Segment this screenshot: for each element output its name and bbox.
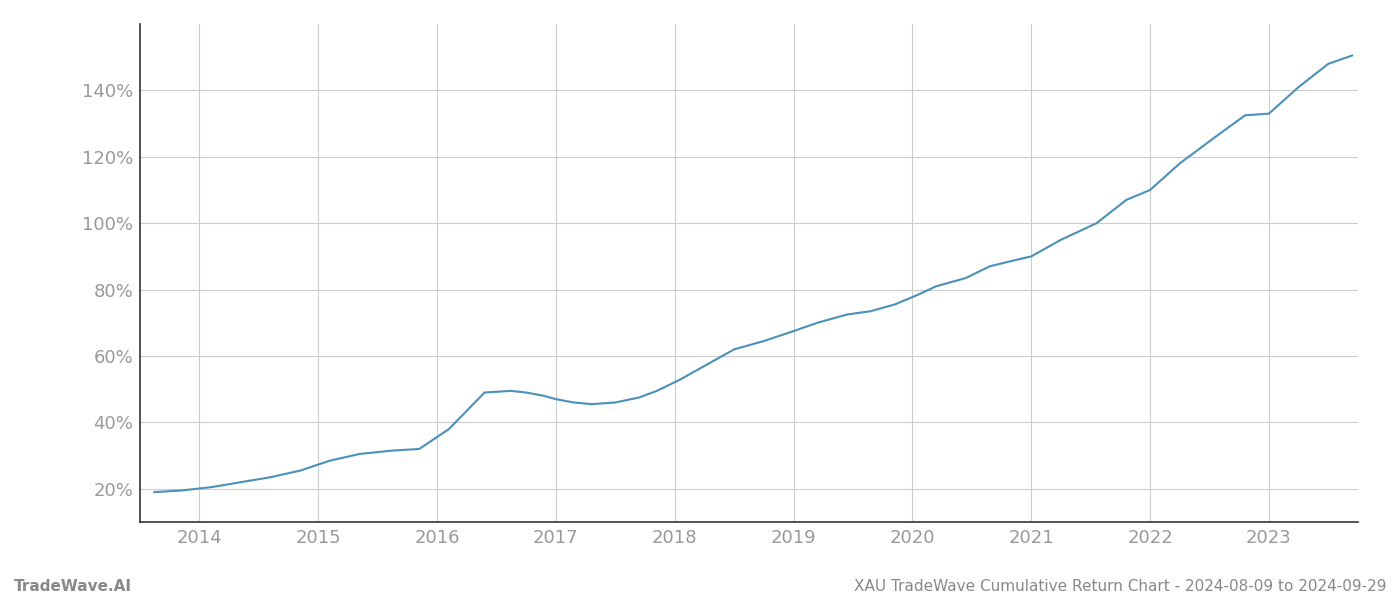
Text: XAU TradeWave Cumulative Return Chart - 2024-08-09 to 2024-09-29: XAU TradeWave Cumulative Return Chart - … (854, 579, 1386, 594)
Text: TradeWave.AI: TradeWave.AI (14, 579, 132, 594)
